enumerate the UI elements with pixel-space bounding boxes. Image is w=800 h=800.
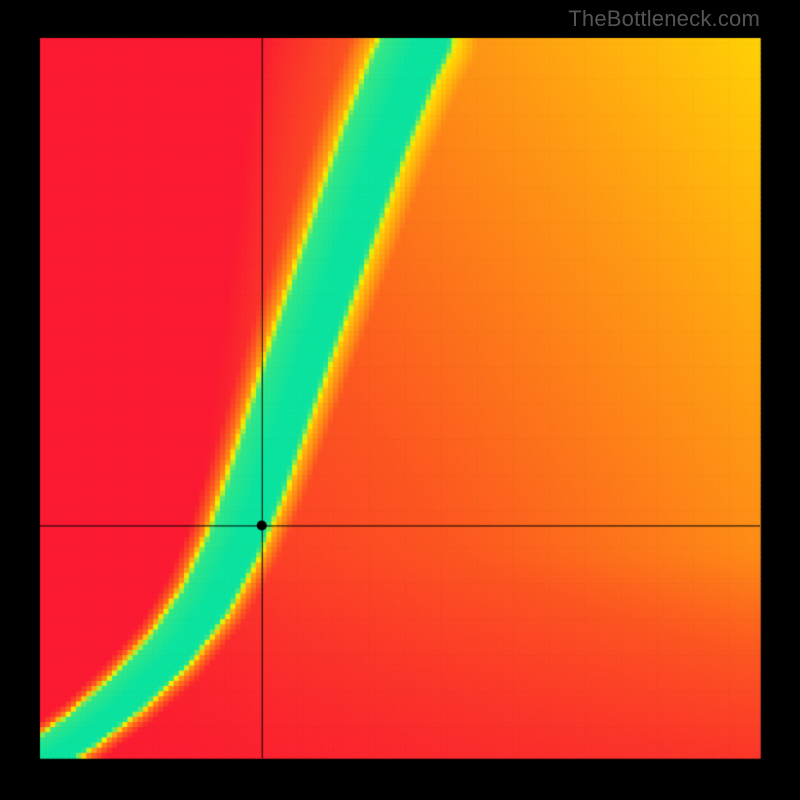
watermark-text: TheBottleneck.com <box>568 6 760 32</box>
heatmap-canvas <box>0 0 800 800</box>
chart-container: TheBottleneck.com <box>0 0 800 800</box>
